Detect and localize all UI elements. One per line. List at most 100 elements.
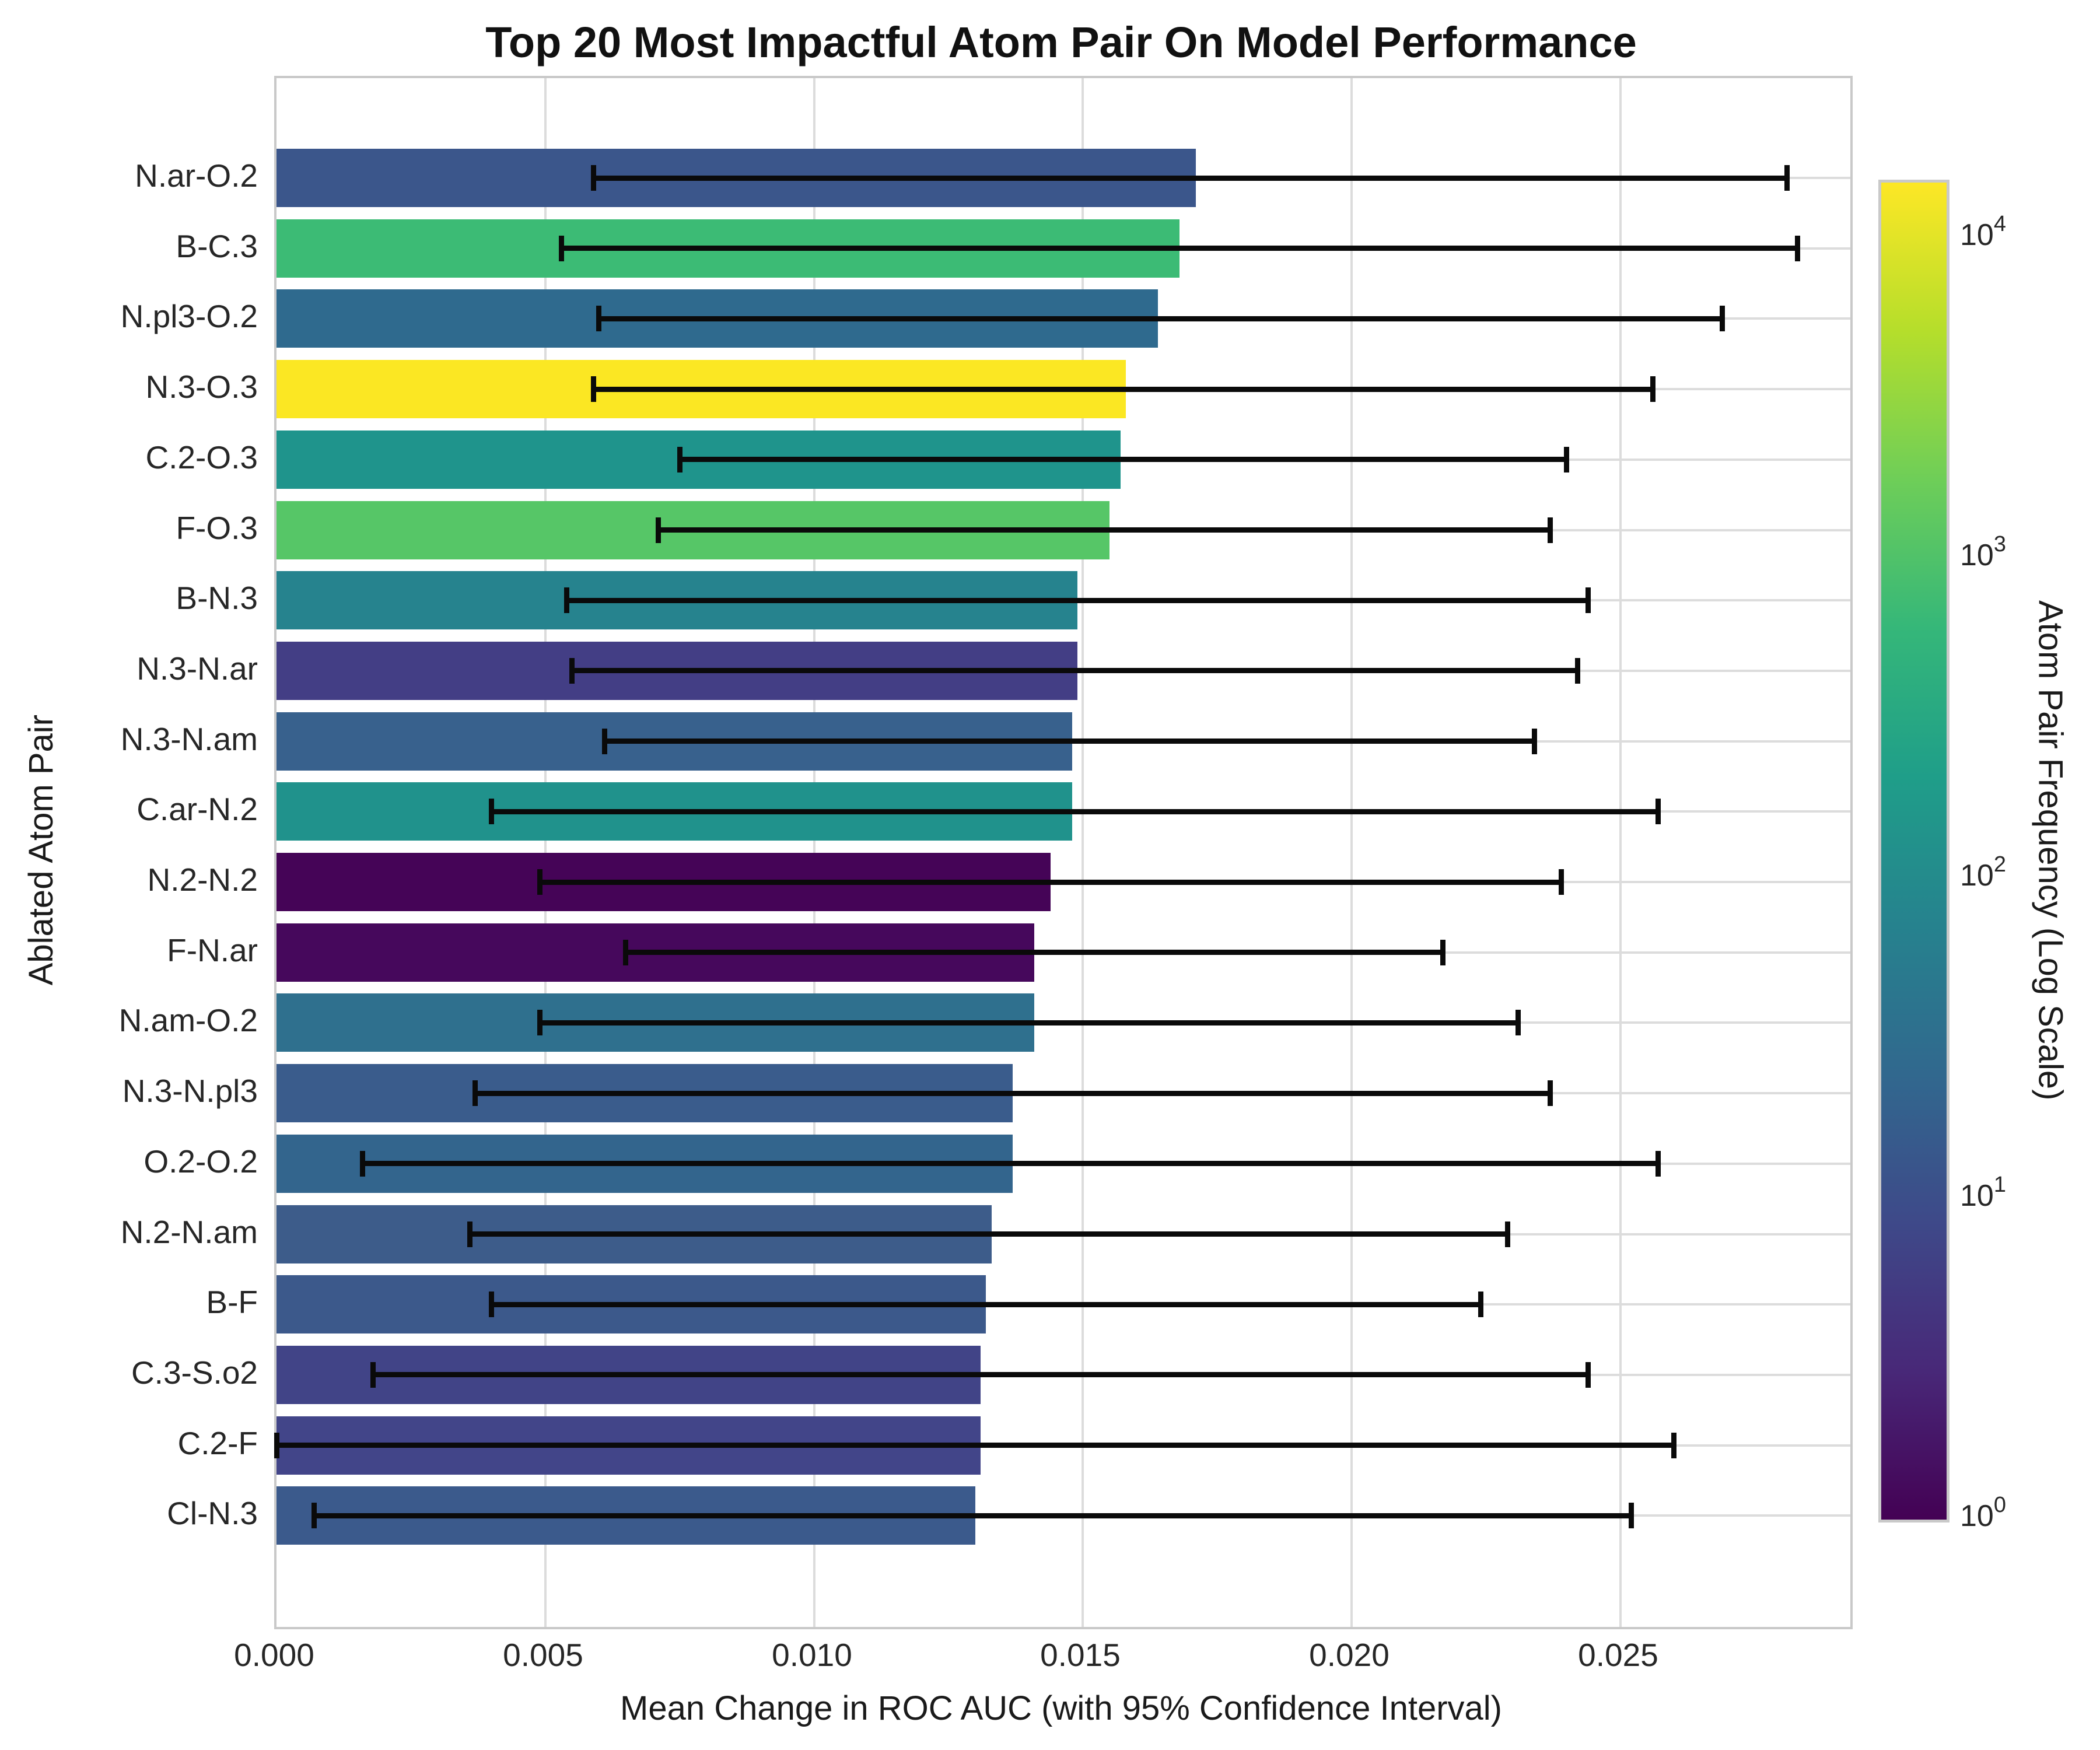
error-bar-cap bbox=[591, 376, 596, 402]
error-bar-cap bbox=[489, 799, 494, 824]
category-tick-label: N.3-N.pl3 bbox=[122, 1073, 258, 1109]
colorbar-tick-exponent: 2 bbox=[1993, 852, 2006, 877]
category-tick-label: C.ar-N.2 bbox=[136, 791, 258, 827]
category-tick-label: N.am-O.2 bbox=[118, 1002, 258, 1038]
error-bar-cap bbox=[656, 517, 661, 543]
vertical-gridline bbox=[1350, 78, 1353, 1627]
error-bar-cap bbox=[623, 940, 628, 965]
error-bar-cap bbox=[1478, 1292, 1483, 1317]
error-bar-cap bbox=[312, 1503, 317, 1528]
error-bar bbox=[475, 1091, 1550, 1096]
error-bar bbox=[567, 598, 1588, 603]
error-bar bbox=[373, 1372, 1588, 1377]
error-bar-cap bbox=[537, 1010, 542, 1035]
error-bar bbox=[492, 809, 1658, 814]
error-bar-cap bbox=[473, 1080, 478, 1106]
category-tick-label: N.3-N.ar bbox=[136, 650, 258, 687]
error-bar bbox=[680, 457, 1566, 462]
category-tick-label: O.2-O.2 bbox=[144, 1143, 258, 1180]
category-tick-label: N.3-N.am bbox=[120, 721, 258, 757]
colorbar-tick-label: 101 bbox=[1960, 1172, 2006, 1213]
colorbar-tick-exponent: 3 bbox=[1993, 532, 2006, 556]
error-bar bbox=[626, 950, 1443, 955]
error-bar-cap bbox=[1575, 658, 1580, 684]
error-bar-cap bbox=[1629, 1503, 1634, 1528]
error-bar bbox=[594, 387, 1653, 392]
error-bar bbox=[658, 527, 1550, 533]
error-bar-cap bbox=[1656, 799, 1661, 824]
error-bar bbox=[540, 1020, 1518, 1026]
colorbar-tick-label: 104 bbox=[1960, 212, 2006, 252]
colorbar-tick-label: 100 bbox=[1960, 1493, 2006, 1533]
x-axis-label: Mean Change in ROC AUC (with 95% Confide… bbox=[620, 1689, 1502, 1727]
error-bar-cap bbox=[1440, 940, 1446, 965]
error-bar-cap bbox=[1548, 1080, 1553, 1106]
colorbar bbox=[1878, 180, 1950, 1522]
colorbar-tick-label: 103 bbox=[1960, 532, 2006, 572]
category-tick-label: B-F bbox=[206, 1284, 258, 1320]
category-tick-label: B-N.3 bbox=[176, 580, 258, 616]
colorbar-tick-exponent: 4 bbox=[1993, 212, 2006, 236]
error-bar bbox=[604, 738, 1534, 744]
error-bar-cap bbox=[489, 1292, 494, 1317]
x-tick-label: 0.020 bbox=[1309, 1637, 1390, 1673]
error-bar-cap bbox=[569, 658, 575, 684]
error-bar bbox=[276, 1443, 1674, 1448]
error-bar-cap bbox=[1671, 1433, 1676, 1458]
error-bar-cap bbox=[1516, 1010, 1521, 1035]
error-bar-cap bbox=[274, 1433, 279, 1458]
error-bar bbox=[314, 1513, 1632, 1518]
error-bar-cap bbox=[1795, 236, 1800, 261]
error-bar-cap bbox=[1720, 306, 1725, 331]
error-bar-cap bbox=[1784, 165, 1790, 191]
error-bar-cap bbox=[602, 729, 607, 754]
error-bar-cap bbox=[537, 869, 542, 895]
error-bar bbox=[492, 1302, 1481, 1307]
category-tick-label: Cl-N.3 bbox=[167, 1495, 258, 1531]
error-bar-cap bbox=[564, 587, 569, 613]
error-bar-cap bbox=[591, 165, 596, 191]
error-bar bbox=[594, 176, 1787, 181]
error-bar-cap bbox=[1650, 376, 1656, 402]
category-tick-label: C.2-F bbox=[177, 1425, 258, 1461]
colorbar-tick-exponent: 1 bbox=[1993, 1172, 2006, 1197]
error-bar bbox=[362, 1161, 1658, 1166]
error-bar-cap bbox=[1586, 1362, 1591, 1388]
error-bar-cap bbox=[360, 1151, 365, 1177]
vertical-gridline bbox=[813, 78, 816, 1627]
error-bar-cap bbox=[1586, 587, 1591, 613]
x-tick-label: 0.000 bbox=[234, 1637, 314, 1673]
error-bar-cap bbox=[1656, 1151, 1661, 1177]
category-tick-label: N.2-N.2 bbox=[147, 862, 258, 898]
error-bar-cap bbox=[1559, 869, 1564, 895]
colorbar-tick-exponent: 0 bbox=[1993, 1493, 2006, 1517]
vertical-gridline bbox=[1082, 78, 1084, 1627]
error-bar-cap bbox=[1532, 729, 1537, 754]
error-bar-cap bbox=[1564, 447, 1569, 473]
error-bar-cap bbox=[370, 1362, 376, 1388]
colorbar-gradient bbox=[1881, 183, 1947, 1520]
error-bar-cap bbox=[467, 1222, 473, 1247]
colorbar-label-container: Atom Pair Frequency (Log Scale) bbox=[2018, 76, 2082, 1625]
colorbar-tick-label: 102 bbox=[1960, 852, 2006, 892]
category-tick-label: C.3-S.o2 bbox=[131, 1354, 258, 1391]
category-tick-label: F-O.3 bbox=[176, 510, 258, 546]
x-tick-label: 0.010 bbox=[772, 1637, 852, 1673]
category-tick-label: N.2-N.am bbox=[120, 1214, 258, 1250]
vertical-gridline bbox=[1619, 78, 1622, 1627]
error-bar bbox=[561, 246, 1797, 251]
vertical-gridline bbox=[544, 78, 547, 1627]
category-tick-label: N.pl3-O.2 bbox=[120, 298, 258, 334]
x-tick-label: 0.005 bbox=[503, 1637, 583, 1673]
category-tick-label: F-N.ar bbox=[167, 932, 258, 968]
error-bar-cap bbox=[677, 447, 682, 473]
error-bar bbox=[599, 316, 1723, 321]
category-tick-label: N.3-O.3 bbox=[145, 369, 258, 405]
error-bar bbox=[540, 880, 1562, 885]
x-tick-label: 0.025 bbox=[1578, 1637, 1658, 1673]
category-tick-label: N.ar-O.2 bbox=[135, 158, 258, 194]
plot-area bbox=[274, 76, 1853, 1629]
error-bar-cap bbox=[1505, 1222, 1510, 1247]
error-bar bbox=[572, 668, 1577, 673]
